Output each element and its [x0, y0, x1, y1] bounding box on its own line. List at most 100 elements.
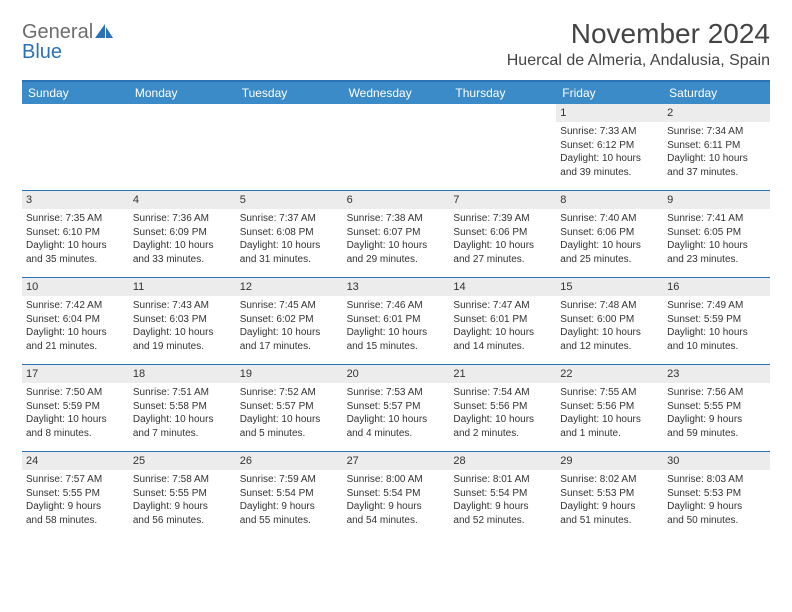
title-block: November 2024 Huercal de Almeria, Andalu…: [507, 18, 770, 70]
day-number: 16: [663, 278, 770, 296]
day-detail-line: and 51 minutes.: [560, 514, 659, 528]
day-detail-line: Sunset: 5:56 PM: [560, 400, 659, 414]
day-detail-line: Sunset: 5:55 PM: [133, 487, 232, 501]
day-detail-line: and 31 minutes.: [240, 253, 339, 267]
day-detail-line: Daylight: 9 hours: [667, 500, 766, 514]
logo-word-1: General: [22, 21, 93, 43]
day-detail-line: Sunrise: 7:52 AM: [240, 386, 339, 400]
calendar-grid: Sunday Monday Tuesday Wednesday Thursday…: [22, 80, 770, 538]
month-title: November 2024: [507, 18, 770, 50]
day-detail-line: Sunrise: 7:35 AM: [26, 212, 125, 226]
day-number: 20: [343, 365, 450, 383]
day-detail-line: Sunset: 6:04 PM: [26, 313, 125, 327]
day-detail-line: Daylight: 9 hours: [453, 500, 552, 514]
day-detail-line: and 37 minutes.: [667, 166, 766, 180]
day-detail-line: Sunrise: 7:45 AM: [240, 299, 339, 313]
day-detail-line: Daylight: 10 hours: [133, 413, 232, 427]
week-row: 17Sunrise: 7:50 AMSunset: 5:59 PMDayligh…: [22, 364, 770, 451]
day-detail-line: and 55 minutes.: [240, 514, 339, 528]
day-number: 6: [343, 191, 450, 209]
day-detail-line: Sunset: 5:53 PM: [667, 487, 766, 501]
day-detail-line: and 12 minutes.: [560, 340, 659, 354]
day-detail-line: and 29 minutes.: [347, 253, 446, 267]
day-number: 1: [556, 104, 663, 122]
day-detail-line: Sunset: 5:59 PM: [667, 313, 766, 327]
day-detail-line: Sunrise: 7:47 AM: [453, 299, 552, 313]
day-cell: [449, 104, 556, 190]
day-detail-line: and 54 minutes.: [347, 514, 446, 528]
day-detail-line: Daylight: 10 hours: [347, 413, 446, 427]
day-detail-line: Sunset: 6:06 PM: [560, 226, 659, 240]
day-cell: 22Sunrise: 7:55 AMSunset: 5:56 PMDayligh…: [556, 365, 663, 451]
day-detail-line: and 8 minutes.: [26, 427, 125, 441]
day-detail-line: Sunrise: 7:55 AM: [560, 386, 659, 400]
day-detail-line: Sunrise: 7:54 AM: [453, 386, 552, 400]
day-cell: 1Sunrise: 7:33 AMSunset: 6:12 PMDaylight…: [556, 104, 663, 190]
day-detail-line: Sunset: 5:56 PM: [453, 400, 552, 414]
day-cell: 20Sunrise: 7:53 AMSunset: 5:57 PMDayligh…: [343, 365, 450, 451]
day-cell: 25Sunrise: 7:58 AMSunset: 5:55 PMDayligh…: [129, 452, 236, 538]
day-number: 26: [236, 452, 343, 470]
day-detail-line: Daylight: 9 hours: [347, 500, 446, 514]
day-detail-line: Sunset: 6:05 PM: [667, 226, 766, 240]
week-row: 3Sunrise: 7:35 AMSunset: 6:10 PMDaylight…: [22, 190, 770, 277]
day-detail-line: and 15 minutes.: [347, 340, 446, 354]
day-cell: 13Sunrise: 7:46 AMSunset: 6:01 PMDayligh…: [343, 278, 450, 364]
week-row: 10Sunrise: 7:42 AMSunset: 6:04 PMDayligh…: [22, 277, 770, 364]
day-detail-line: Daylight: 10 hours: [560, 326, 659, 340]
day-detail-line: and 52 minutes.: [453, 514, 552, 528]
weekday-header: Tuesday: [236, 82, 343, 104]
day-number: 21: [449, 365, 556, 383]
weekday-header: Saturday: [663, 82, 770, 104]
day-detail-line: Daylight: 10 hours: [133, 239, 232, 253]
day-number: 7: [449, 191, 556, 209]
day-number: 19: [236, 365, 343, 383]
day-number: 13: [343, 278, 450, 296]
day-cell: 21Sunrise: 7:54 AMSunset: 5:56 PMDayligh…: [449, 365, 556, 451]
day-cell: 24Sunrise: 7:57 AMSunset: 5:55 PMDayligh…: [22, 452, 129, 538]
day-detail-line: Sunrise: 7:34 AM: [667, 125, 766, 139]
sail-icon: [95, 22, 113, 42]
day-number: 15: [556, 278, 663, 296]
day-cell: 17Sunrise: 7:50 AMSunset: 5:59 PMDayligh…: [22, 365, 129, 451]
day-cell: 28Sunrise: 8:01 AMSunset: 5:54 PMDayligh…: [449, 452, 556, 538]
day-detail-line: Sunrise: 7:51 AM: [133, 386, 232, 400]
day-cell: 4Sunrise: 7:36 AMSunset: 6:09 PMDaylight…: [129, 191, 236, 277]
day-cell: 26Sunrise: 7:59 AMSunset: 5:54 PMDayligh…: [236, 452, 343, 538]
day-detail-line: Sunset: 5:59 PM: [26, 400, 125, 414]
day-detail-line: Daylight: 9 hours: [560, 500, 659, 514]
day-detail-line: and 5 minutes.: [240, 427, 339, 441]
day-cell: [236, 104, 343, 190]
day-detail-line: and 59 minutes.: [667, 427, 766, 441]
day-cell: 30Sunrise: 8:03 AMSunset: 5:53 PMDayligh…: [663, 452, 770, 538]
day-cell: 19Sunrise: 7:52 AMSunset: 5:57 PMDayligh…: [236, 365, 343, 451]
day-detail-line: Sunset: 6:06 PM: [453, 226, 552, 240]
day-detail-line: Daylight: 10 hours: [560, 239, 659, 253]
day-detail-line: Sunrise: 7:59 AM: [240, 473, 339, 487]
day-detail-line: Sunset: 6:07 PM: [347, 226, 446, 240]
day-detail-line: Sunset: 5:54 PM: [453, 487, 552, 501]
day-detail-line: Sunset: 6:09 PM: [133, 226, 232, 240]
day-number: 2: [663, 104, 770, 122]
day-detail-line: Sunrise: 8:02 AM: [560, 473, 659, 487]
brand-logo: General Blue: [22, 18, 113, 62]
day-cell: 23Sunrise: 7:56 AMSunset: 5:55 PMDayligh…: [663, 365, 770, 451]
day-number: 4: [129, 191, 236, 209]
day-cell: 3Sunrise: 7:35 AMSunset: 6:10 PMDaylight…: [22, 191, 129, 277]
day-detail-line: Daylight: 10 hours: [347, 326, 446, 340]
day-detail-line: Daylight: 9 hours: [240, 500, 339, 514]
day-detail-line: Sunrise: 7:39 AM: [453, 212, 552, 226]
day-number: 8: [556, 191, 663, 209]
day-detail-line: and 23 minutes.: [667, 253, 766, 267]
day-detail-line: Sunrise: 8:01 AM: [453, 473, 552, 487]
day-detail-line: and 50 minutes.: [667, 514, 766, 528]
weekday-header: Friday: [556, 82, 663, 104]
day-detail-line: Sunset: 6:11 PM: [667, 139, 766, 153]
weeks-container: 1Sunrise: 7:33 AMSunset: 6:12 PMDaylight…: [22, 104, 770, 538]
day-detail-line: Daylight: 9 hours: [133, 500, 232, 514]
day-detail-line: Daylight: 10 hours: [347, 239, 446, 253]
day-detail-line: Sunset: 5:57 PM: [240, 400, 339, 414]
day-cell: 14Sunrise: 7:47 AMSunset: 6:01 PMDayligh…: [449, 278, 556, 364]
day-number: 17: [22, 365, 129, 383]
weekday-header: Wednesday: [343, 82, 450, 104]
